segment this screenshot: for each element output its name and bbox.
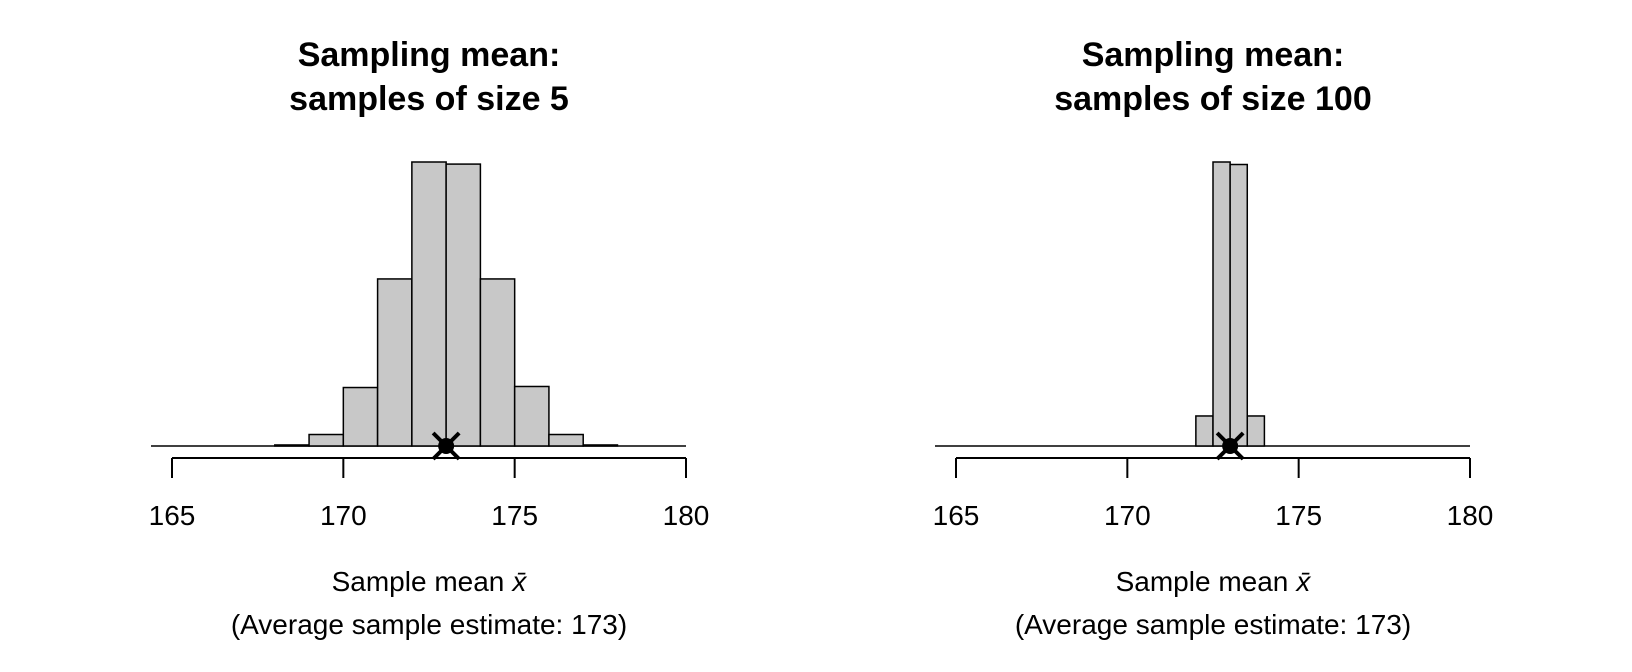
- x-tick-label: 165: [149, 500, 196, 531]
- x-tick-label: 180: [663, 500, 710, 531]
- bar: [479, 278, 516, 447]
- bar: [1195, 415, 1214, 447]
- x-tick-label: 170: [320, 500, 367, 531]
- bar: [513, 385, 550, 447]
- bar: [411, 161, 447, 447]
- bar: [1229, 163, 1249, 447]
- bar: [548, 433, 584, 447]
- bar: [1246, 415, 1266, 447]
- bar: [445, 163, 482, 447]
- x-tick-label: 175: [491, 500, 538, 531]
- bar: [342, 386, 379, 447]
- bar: [376, 278, 413, 447]
- x-axis-note: (Average sample estimate: 173): [1015, 609, 1411, 640]
- x-tick-label: 170: [1104, 500, 1151, 531]
- marker-dot: [1222, 438, 1239, 454]
- bar: [582, 444, 619, 447]
- chart-title: Sampling mean: samples of size 100: [1054, 36, 1372, 118]
- x-axis-label-text: Sample mean: [332, 566, 505, 597]
- chart-title: Sampling mean: samples of size 5: [289, 36, 569, 118]
- title-line: Sampling mean:: [1082, 36, 1345, 74]
- x-tick-label: 180: [1447, 500, 1494, 531]
- x-tick-label: 165: [933, 500, 980, 531]
- x-axis-note: (Average sample estimate: 173): [231, 609, 627, 640]
- x-axis-symbol: x̄: [1294, 566, 1311, 597]
- x-axis-label: Sample mean x̄: [1116, 566, 1312, 597]
- x-tick-label: 175: [1275, 500, 1322, 531]
- x-axis-label: Sample mean x̄: [332, 566, 528, 597]
- mean-marker: [1215, 431, 1245, 461]
- marker-dot: [438, 438, 455, 454]
- mean-marker: [431, 431, 461, 461]
- bar: [308, 433, 345, 447]
- bar: [1212, 161, 1231, 447]
- title-line: samples of size 100: [1054, 80, 1372, 118]
- bar: [274, 444, 310, 447]
- title-line: samples of size 5: [289, 80, 569, 118]
- title-line: Sampling mean:: [298, 36, 561, 74]
- x-axis-label-text: Sample mean: [1116, 566, 1289, 597]
- x-axis-symbol: x̄: [510, 566, 527, 597]
